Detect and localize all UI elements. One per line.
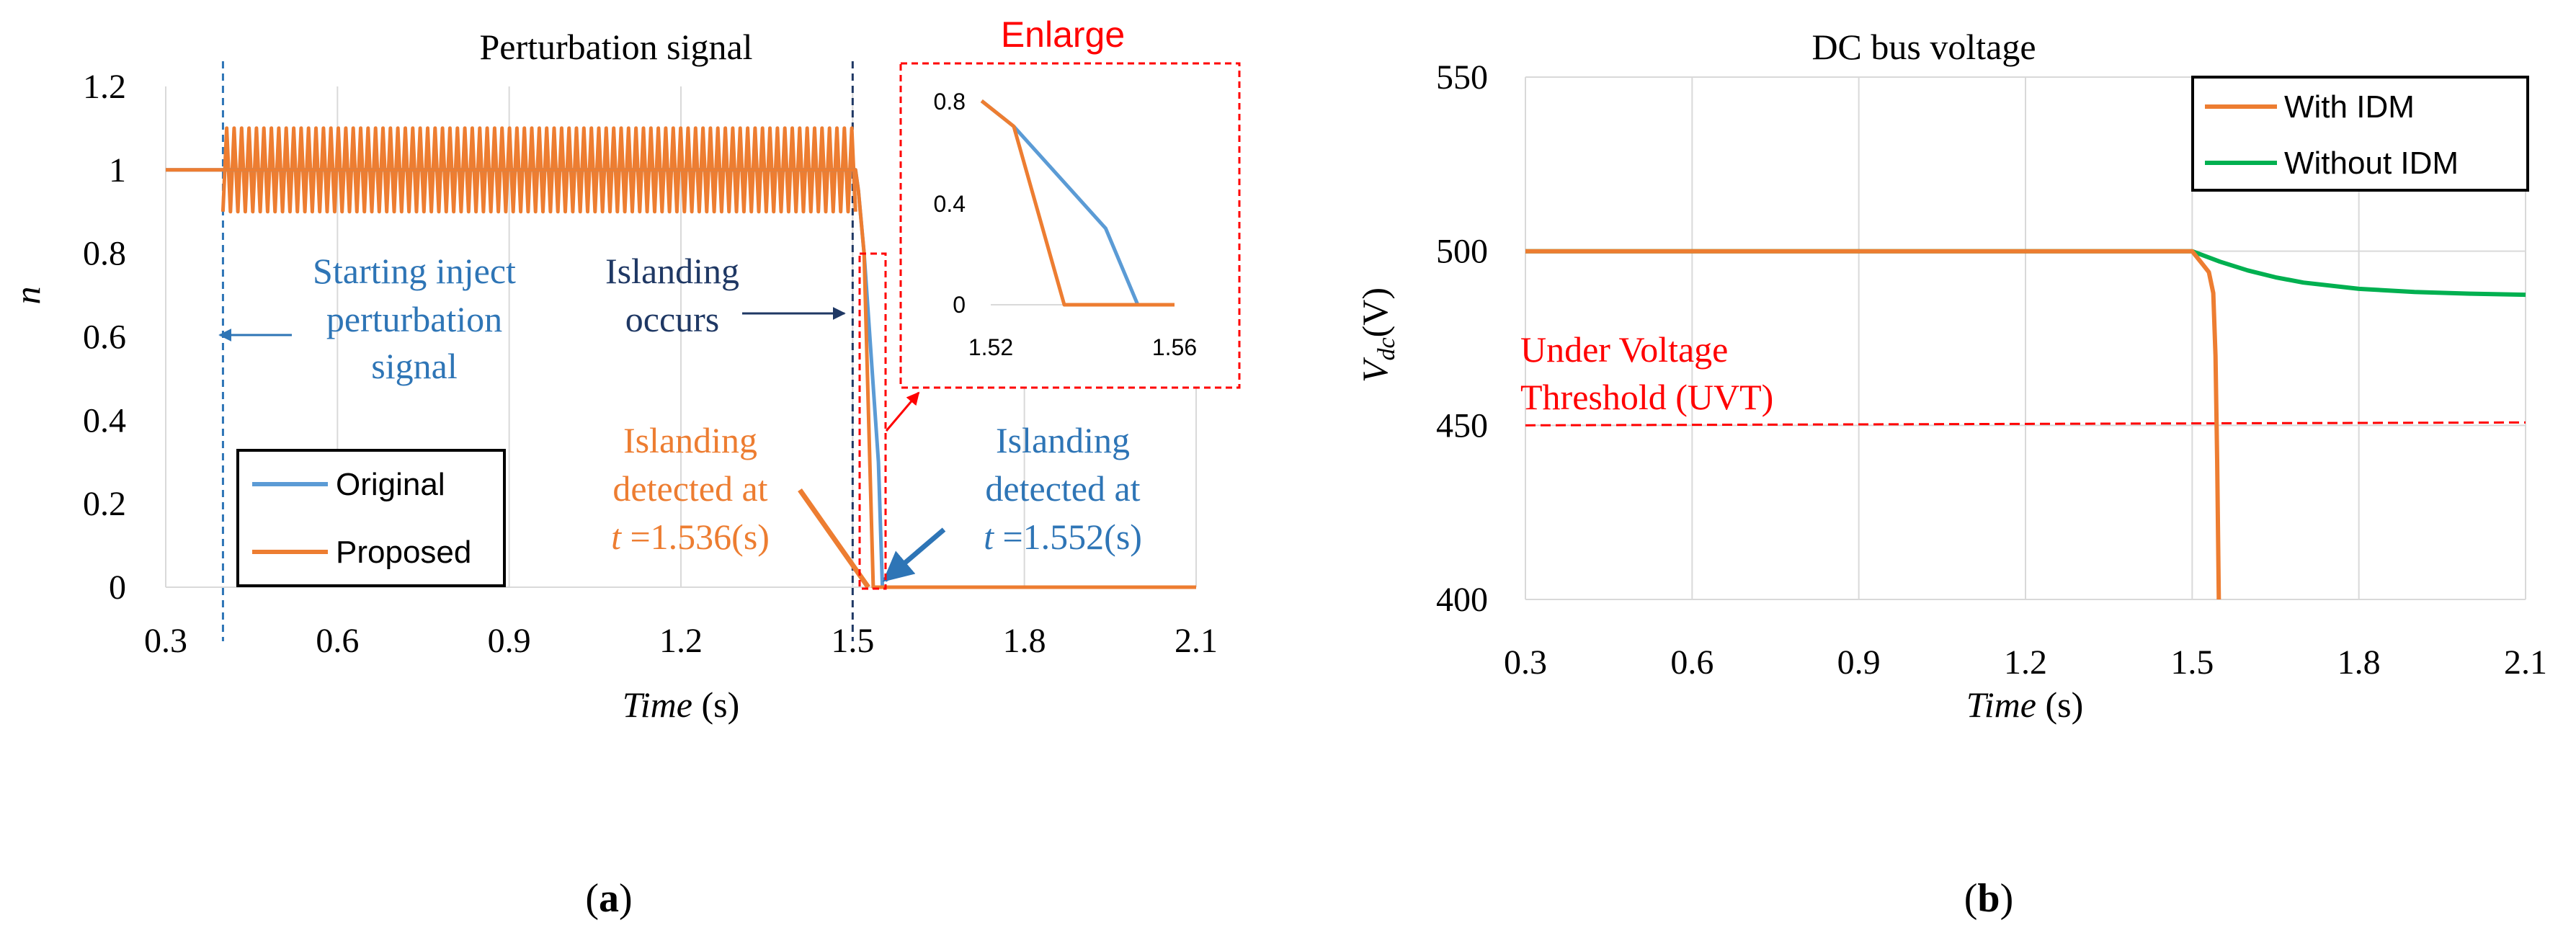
y-tick-label: 0.8	[83, 235, 126, 273]
legend-label-with-idm: With IDM	[2284, 89, 2415, 125]
zoom-region-box	[858, 252, 887, 590]
svg-text:signal: signal	[371, 346, 457, 386]
x-tick-label: 1.8	[2337, 643, 2381, 682]
y-tick-label: 400	[1436, 581, 1488, 619]
y-tick-labels-b: 400 450 500 550	[1436, 58, 1488, 619]
event-lines-a	[221, 61, 854, 641]
y-tick-label: 500	[1436, 233, 1488, 271]
annotation-starting-inject: Starting inject perturbation signal	[313, 251, 516, 386]
inset-y-tick-label: 0.4	[934, 191, 966, 217]
svg-text:Islanding: Islanding	[996, 420, 1130, 460]
legend-label-without-idm: Without IDM	[2284, 146, 2459, 181]
svg-text:Threshold (UVT): Threshold (UVT)	[1520, 377, 1773, 417]
series-without-idm	[1525, 249, 2526, 298]
y-tick-label: 1.2	[83, 68, 126, 106]
legend-label-proposed: Proposed	[336, 535, 471, 570]
y-tick-labels-a: 0 0.2 0.4 0.6 0.8 1 1.2	[83, 68, 126, 607]
x-axis-label-a: Time (s)	[623, 684, 740, 725]
panel-caption-a: (a)	[585, 876, 632, 921]
x-tick-label: 1.5	[2170, 643, 2214, 682]
arrow-detected-original	[882, 527, 946, 582]
y-tick-label: 550	[1436, 58, 1488, 97]
x-tick-label: 0.9	[488, 622, 531, 660]
panel-caption-b: (b)	[1964, 876, 2013, 921]
x-tick-label: 0.9	[1837, 643, 1881, 682]
legend-b: With IDM Without IDM	[2191, 76, 2529, 192]
y-tick-label: 0	[109, 568, 126, 607]
y-tick-label: 0.2	[83, 485, 126, 523]
x-tick-label: 1.8	[1003, 622, 1046, 660]
svg-text:t =1.536(s): t =1.536(s)	[611, 517, 770, 557]
inset-x-tick-label: 1.52	[968, 334, 1013, 360]
x-tick-label: 1.2	[2004, 643, 2047, 682]
inset-series-proposed	[980, 99, 1175, 307]
arrow-to-inset	[885, 391, 920, 432]
x-tick-label: 0.3	[1504, 643, 1547, 682]
enlarge-title: Enlarge	[1001, 14, 1125, 55]
inset-x-tick-label: 1.56	[1152, 334, 1197, 360]
x-tick-label: 1.5	[831, 622, 874, 660]
legend-box-a	[236, 449, 506, 587]
x-tick-label: 0.6	[1670, 643, 1713, 682]
x-tick-labels-b: 0.3 0.6 0.9 1.2 1.5 1.8 2.1	[1504, 643, 2547, 682]
annotation-islanding-occurs: Islanding occurs	[605, 251, 739, 339]
svg-text:Starting inject: Starting inject	[313, 251, 516, 291]
x-tick-label: 0.3	[144, 622, 187, 660]
svg-text:detected at: detected at	[985, 468, 1140, 509]
y-tick-label: 1	[109, 151, 126, 189]
y-tick-label: 0.6	[83, 318, 126, 357]
series-with-idm	[1525, 249, 2221, 600]
annotation-detected-original: Islanding detected at t =1.552(s)	[984, 420, 1142, 557]
y-axis-label-a: n	[7, 287, 48, 305]
y-tick-label: 0.4	[83, 401, 126, 439]
threshold-label: Under Voltage Threshold (UVT)	[1520, 329, 1773, 417]
svg-text:detected at: detected at	[612, 468, 767, 509]
arrow-detected-proposed	[798, 488, 870, 589]
svg-text:t =1.552(s): t =1.552(s)	[984, 517, 1142, 557]
chart-title-a: Perturbation signal	[479, 27, 752, 67]
y-tick-label: 450	[1436, 406, 1488, 445]
legend-label-original: Original	[336, 467, 445, 502]
series-oscillation	[220, 126, 857, 214]
x-axis-label-b: Time (s)	[1966, 684, 2084, 725]
svg-text:Under Voltage: Under Voltage	[1520, 329, 1728, 370]
svg-text:perturbation: perturbation	[326, 299, 502, 339]
x-tick-label: 0.6	[316, 622, 359, 660]
svg-text:occurs: occurs	[625, 299, 720, 339]
panel-a-chart: 0.3 0.6 0.9 1.2 1.5 1.8 2.1 00.20.40.60.811.2 …	[7, 14, 1241, 921]
inset-y-tick-label: 0	[953, 292, 966, 318]
series-group-b	[1525, 249, 2526, 600]
x-tick-label: 2.1	[2504, 643, 2547, 682]
inset-y-tick-label: 0.8	[934, 89, 966, 115]
x-tick-label: 1.2	[659, 622, 703, 660]
legend-box-b	[2191, 76, 2529, 192]
x-tick-label: 2.1	[1175, 622, 1218, 660]
chart-title-b: DC bus voltage	[1811, 27, 2036, 67]
uvt-threshold-line	[1525, 421, 2526, 427]
inset-frame	[899, 62, 1241, 389]
legend-a: Original Proposed	[236, 449, 506, 587]
inset-chart: 0.8 0.4 0 1.52 1.56	[934, 89, 1198, 360]
y-axis-label-b: Vdc(V)	[1355, 287, 1400, 383]
panel-b-chart: 0.3 0.6 0.9 1.2 1.5 1.8 2.1 400 450 500 550 DC bu…	[1355, 27, 2547, 921]
x-tick-labels-a: 0.3 0.6 0.9 1.2 1.5 1.8 2.1	[144, 622, 1218, 660]
series-proposed	[166, 168, 1196, 589]
svg-text:Islanding: Islanding	[623, 420, 757, 460]
annotation-detected-proposed: Islanding detected at t =1.536(s)	[611, 420, 770, 557]
svg-text:Islanding: Islanding	[605, 251, 739, 291]
